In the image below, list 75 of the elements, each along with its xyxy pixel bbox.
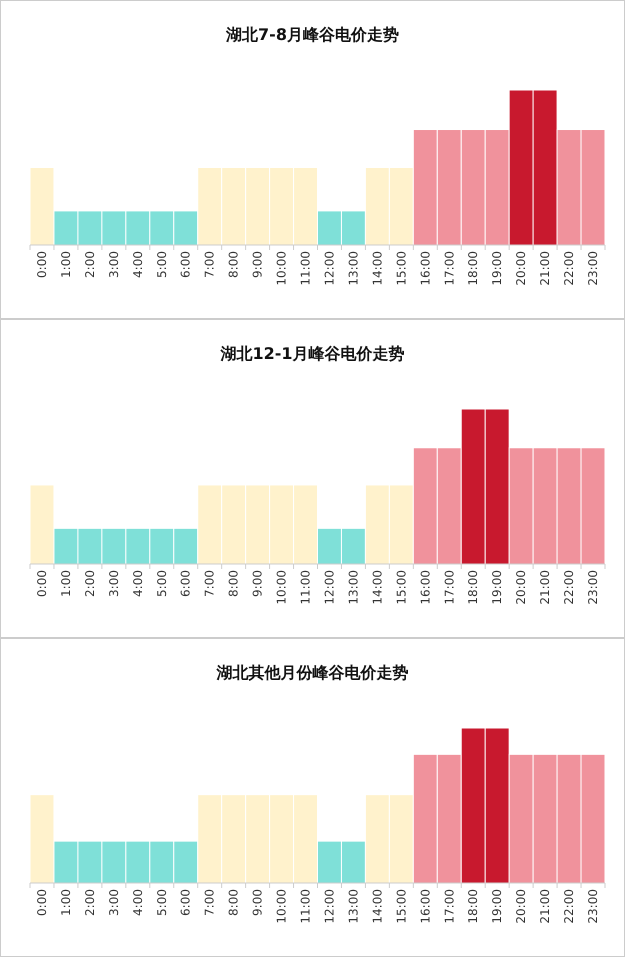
x-tick-label: 22:00 bbox=[562, 570, 576, 605]
x-tick-label: 12:00 bbox=[322, 570, 336, 605]
x-tick-label: 2:00 bbox=[82, 251, 97, 278]
x-tick-label: 21:00 bbox=[538, 251, 552, 286]
x-tick-label: 6:00 bbox=[178, 570, 193, 597]
x-tick-label: 0:00 bbox=[34, 889, 49, 916]
x-tick-label: 22:00 bbox=[562, 889, 576, 924]
x-tick-label: 8:00 bbox=[226, 889, 241, 916]
x-tick-label: 1:00 bbox=[58, 570, 73, 597]
x-tick-label: 10:00 bbox=[274, 251, 289, 286]
x-tick-label: 23:00 bbox=[586, 251, 600, 286]
x-tick-label: 13:00 bbox=[346, 889, 360, 924]
x-tick-label: 8:00 bbox=[226, 251, 241, 278]
x-tick-label: 13:00 bbox=[346, 570, 360, 605]
x-tick-label: 0:00 bbox=[34, 251, 49, 278]
x-tick-label: 3:00 bbox=[106, 570, 121, 597]
x-tick-label: 19:00 bbox=[490, 251, 504, 286]
x-tick-label: 0:00 bbox=[34, 570, 49, 597]
x-tick-label: 15:00 bbox=[394, 251, 408, 286]
x-tick-label: 2:00 bbox=[82, 889, 97, 916]
x-tick-label: 16:00 bbox=[418, 570, 432, 605]
x-tick-label: 15:00 bbox=[394, 889, 408, 924]
x-tick-label: 16:00 bbox=[418, 251, 432, 286]
x-tick-label: 18:00 bbox=[466, 251, 480, 286]
x-tick-label: 14:00 bbox=[370, 251, 384, 286]
x-tick-label: 15:00 bbox=[394, 570, 408, 605]
chart-title: 湖北其他月份峰谷电价走势 bbox=[216, 663, 408, 682]
x-tick-label: 9:00 bbox=[250, 889, 265, 916]
x-tick-label: 6:00 bbox=[178, 889, 193, 916]
x-tick-label: 17:00 bbox=[442, 889, 456, 924]
x-tick-label: 12:00 bbox=[322, 889, 336, 924]
x-tick-label: 2:00 bbox=[82, 570, 97, 597]
x-tick-label: 7:00 bbox=[202, 251, 217, 278]
x-tick-label: 10:00 bbox=[274, 889, 289, 924]
x-tick-label: 20:00 bbox=[514, 570, 528, 605]
x-tick-label: 16:00 bbox=[418, 889, 432, 924]
x-tick-label: 11:00 bbox=[298, 570, 313, 605]
x-tick-label: 18:00 bbox=[466, 570, 480, 605]
x-tick-label: 17:00 bbox=[442, 251, 456, 286]
x-tick-label: 11:00 bbox=[298, 251, 313, 286]
x-tick-label: 8:00 bbox=[226, 570, 241, 597]
x-tick-label: 1:00 bbox=[58, 889, 73, 916]
x-tick-label: 18:00 bbox=[466, 889, 480, 924]
x-tick-label: 7:00 bbox=[202, 889, 217, 916]
x-tick-label: 4:00 bbox=[130, 570, 145, 597]
x-tick-label: 3:00 bbox=[106, 889, 121, 916]
x-tick-label: 21:00 bbox=[538, 570, 552, 605]
x-tick-label: 19:00 bbox=[490, 570, 504, 605]
x-tick-label: 14:00 bbox=[370, 570, 384, 605]
x-tick-label: 20:00 bbox=[514, 251, 528, 286]
x-tick-label: 22:00 bbox=[562, 251, 576, 286]
x-tick-label: 12:00 bbox=[322, 251, 336, 286]
x-tick-label: 4:00 bbox=[130, 889, 145, 916]
chart-title: 湖北7-8月峰谷电价走势 bbox=[225, 25, 399, 44]
x-tick-label: 10:00 bbox=[274, 570, 289, 605]
x-tick-label: 3:00 bbox=[106, 251, 121, 278]
x-tick-label: 5:00 bbox=[154, 570, 169, 597]
x-tick-label: 19:00 bbox=[490, 889, 504, 924]
x-tick-label: 13:00 bbox=[346, 251, 360, 286]
x-tick-label: 21:00 bbox=[538, 889, 552, 924]
x-tick-label: 20:00 bbox=[514, 889, 528, 924]
x-tick-label: 7:00 bbox=[202, 570, 217, 597]
x-tick-label: 14:00 bbox=[370, 889, 384, 924]
x-tick-label: 23:00 bbox=[586, 889, 600, 924]
x-tick-label: 11:00 bbox=[298, 889, 313, 924]
x-tick-label: 5:00 bbox=[154, 251, 169, 278]
x-tick-label: 9:00 bbox=[250, 570, 265, 597]
x-tick-label: 6:00 bbox=[178, 251, 193, 278]
x-tick-label: 1:00 bbox=[58, 251, 73, 278]
chart-title: 湖北12-1月峰谷电价走势 bbox=[219, 344, 405, 363]
x-tick-label: 17:00 bbox=[442, 570, 456, 605]
x-tick-label: 9:00 bbox=[250, 251, 265, 278]
x-tick-label: 23:00 bbox=[586, 570, 600, 605]
x-tick-label: 4:00 bbox=[130, 251, 145, 278]
x-tick-label: 5:00 bbox=[154, 889, 169, 916]
